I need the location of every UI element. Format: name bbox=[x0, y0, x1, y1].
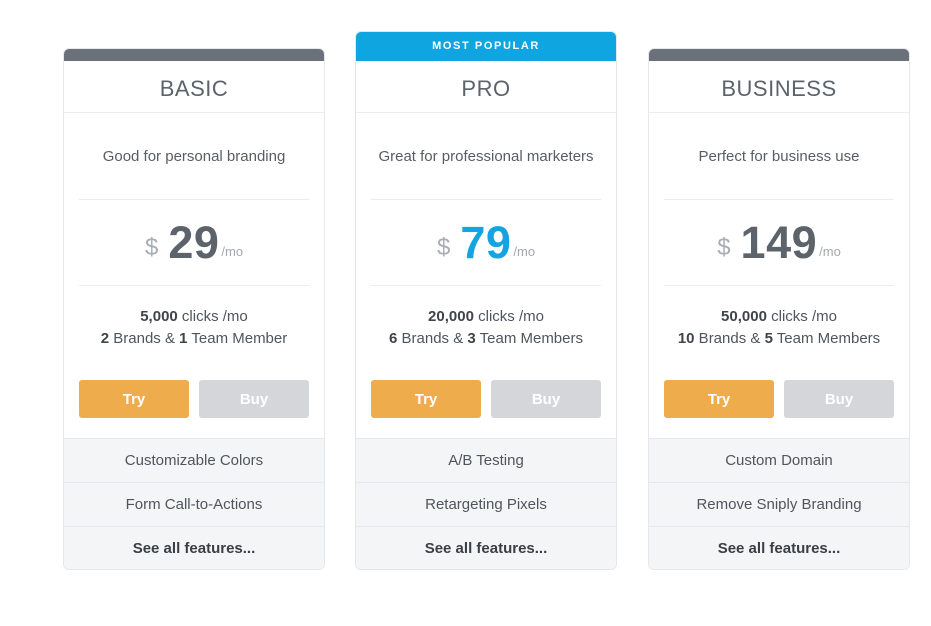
plan-actions: Try Buy bbox=[64, 380, 324, 438]
plan-card-basic: BASIC Good for personal branding $ 29 /m… bbox=[63, 48, 325, 570]
plan-card-business: BUSINESS Perfect for business use $ 149 … bbox=[648, 48, 910, 570]
plan-limits: 20,000 clicks /mo 6 Brands & 3 Team Memb… bbox=[356, 286, 616, 380]
plan-name: BASIC bbox=[64, 61, 324, 113]
buy-button[interactable]: Buy bbox=[199, 380, 309, 418]
see-all-features-link[interactable]: See all features... bbox=[649, 526, 909, 569]
price-amount: 29 bbox=[168, 216, 220, 268]
feature-item: Customizable Colors bbox=[64, 438, 324, 482]
price-amount: 149 bbox=[740, 216, 818, 268]
price-period: /mo bbox=[513, 244, 536, 259]
price-row: $ 29 /mo bbox=[79, 200, 309, 286]
plan-limits: 50,000 clicks /mo 10 Brands & 5 Team Mem… bbox=[649, 286, 909, 380]
most-popular-badge: MOST POPULAR bbox=[356, 32, 616, 61]
plan-card-pro: MOST POPULAR PRO Great for professional … bbox=[355, 31, 617, 570]
buy-button[interactable]: Buy bbox=[491, 380, 601, 418]
feature-item: Remove Sniply Branding bbox=[649, 482, 909, 526]
price-period: /mo bbox=[819, 244, 841, 259]
plan-top-bar bbox=[649, 49, 909, 61]
plan-tagline: Perfect for business use bbox=[664, 113, 894, 200]
see-all-features-link[interactable]: See all features... bbox=[64, 526, 324, 569]
price-period: /mo bbox=[221, 244, 244, 259]
try-button[interactable]: Try bbox=[371, 380, 481, 418]
plan-actions: Try Buy bbox=[649, 380, 909, 438]
plan-limits: 5,000 clicks /mo 2 Brands & 1 Team Membe… bbox=[64, 286, 324, 380]
see-all-features-link[interactable]: See all features... bbox=[356, 526, 616, 569]
price-row: $ 79 /mo bbox=[371, 200, 601, 286]
feature-item: A/B Testing bbox=[356, 438, 616, 482]
plan-name: BUSINESS bbox=[649, 61, 909, 113]
feature-item: Retargeting Pixels bbox=[356, 482, 616, 526]
currency-symbol: $ bbox=[144, 233, 159, 261]
brands-members-limit: 10 Brands & 5 Team Members bbox=[677, 330, 881, 347]
plan-actions: Try Buy bbox=[356, 380, 616, 438]
brands-members-limit: 2 Brands & 1 Team Member bbox=[100, 330, 288, 347]
clicks-limit: 20,000 clicks /mo bbox=[428, 308, 544, 325]
plan-tagline: Good for personal branding bbox=[79, 113, 309, 200]
brands-members-limit: 6 Brands & 3 Team Members bbox=[389, 330, 583, 347]
buy-button[interactable]: Buy bbox=[784, 380, 894, 418]
plan-name: PRO bbox=[356, 61, 616, 113]
clicks-limit: 5,000 clicks /mo bbox=[140, 308, 248, 325]
plan-top-bar bbox=[64, 49, 324, 61]
clicks-limit: 50,000 clicks /mo bbox=[721, 308, 837, 325]
plan-tagline: Great for professional marketers bbox=[371, 113, 601, 200]
feature-item: Form Call-to-Actions bbox=[64, 482, 324, 526]
try-button[interactable]: Try bbox=[79, 380, 189, 418]
price-row: $ 149 /mo bbox=[664, 200, 894, 286]
currency-symbol: $ bbox=[436, 233, 451, 261]
price-amount: 79 bbox=[460, 216, 512, 268]
try-button[interactable]: Try bbox=[664, 380, 774, 418]
feature-item: Custom Domain bbox=[649, 438, 909, 482]
currency-symbol: $ bbox=[717, 233, 731, 261]
